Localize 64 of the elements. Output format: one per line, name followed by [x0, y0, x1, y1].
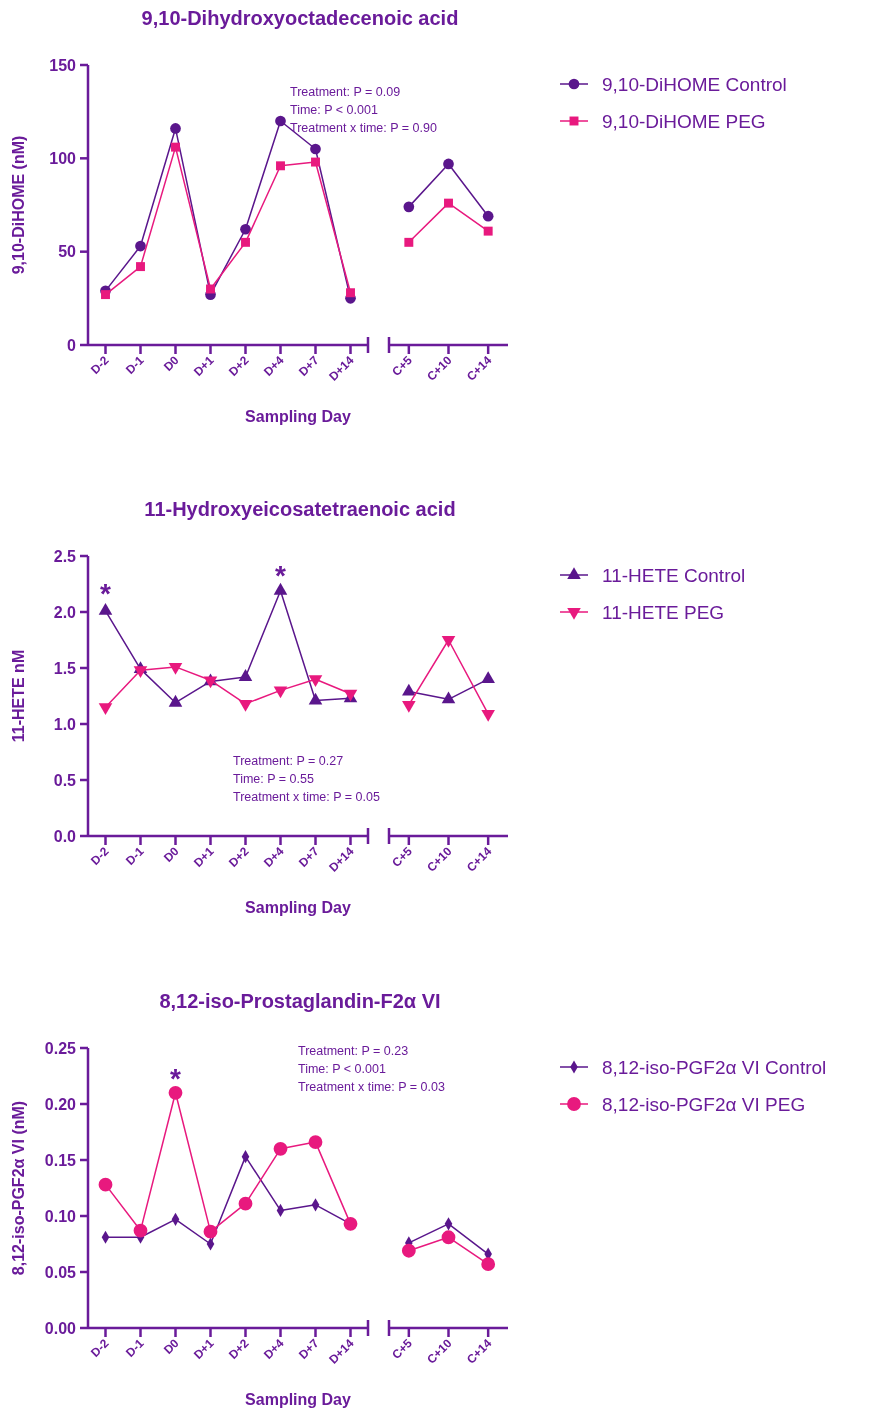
annotation: Treatment: P = 0.27 — [233, 754, 344, 768]
annotation: * — [275, 559, 287, 591]
x-tick-label: D-1 — [123, 1336, 147, 1360]
x-tick-label: D0 — [160, 843, 182, 865]
y-tick-label: 0.05 — [44, 1263, 77, 1281]
x-tick-label: D+2 — [225, 353, 252, 379]
y-tick-label: 0.20 — [44, 1095, 77, 1113]
x-tick-label: D+1 — [190, 353, 217, 379]
annotation: * — [170, 1062, 182, 1094]
x-tick-label: D+4 — [260, 1336, 287, 1362]
x-axis-title: Sampling Day — [245, 899, 351, 916]
legend-label: 9,10-DiHOME Control — [602, 73, 787, 95]
chart-title: 11-Hydroxyeicosatetraenoic acid — [144, 498, 456, 520]
annotation: Treatment: P = 0.09 — [290, 85, 401, 99]
legend-label: 8,12-iso-PGF2α VI Control — [602, 1056, 827, 1078]
x-tick-label: D-1 — [123, 844, 147, 868]
y-axis-title: 9,10-DiHOME (nM) — [10, 135, 27, 275]
annotation: Treatment x time: P = 0.05 — [233, 790, 380, 804]
chart-title: 8,12-iso-Prostaglandin-F2α VI — [159, 990, 441, 1012]
y-axis-title: 11-HETE nM — [10, 649, 27, 743]
legend-label: 8,12-iso-PGF2α VI PEG — [602, 1093, 806, 1115]
x-tick-label: D+1 — [190, 844, 217, 870]
annotation: Treatment: P = 0.23 — [298, 1044, 409, 1058]
y-tick-label: 1.0 — [53, 715, 77, 733]
legend-label: 9,10-DiHOME PEG — [602, 110, 766, 132]
x-tick-label: D+2 — [225, 844, 252, 870]
x-axis-title: Sampling Day — [245, 408, 351, 425]
x-axis-title: Sampling Day — [245, 1391, 351, 1408]
y-tick-label: 2.0 — [53, 603, 77, 621]
chart-title: 9,10-Dihydroxyoctadecenoic acid — [141, 7, 459, 29]
y-axis-title: 8,12-iso-PGF2α VI (nM) — [10, 1100, 27, 1276]
y-tick-label: 0.15 — [44, 1151, 77, 1169]
y-tick-label: 2.5 — [53, 547, 77, 565]
annotation: Time: P < 0.001 — [298, 1062, 386, 1076]
x-tick-label: D+1 — [190, 1336, 217, 1362]
x-tick-label: D-1 — [123, 353, 147, 377]
x-tick-label: D-2 — [88, 353, 112, 377]
x-tick-label: C+5 — [389, 1336, 416, 1362]
x-tick-label: D-2 — [88, 1336, 112, 1360]
x-tick-label: D+4 — [260, 844, 287, 870]
y-tick-label: 0 — [67, 336, 77, 354]
legend-label: 11-HETE Control — [602, 564, 746, 586]
annotation: * — [100, 577, 112, 609]
y-tick-label: 0.25 — [44, 1039, 77, 1057]
legend-label: 11-HETE PEG — [602, 601, 725, 623]
x-tick-label: D-2 — [88, 844, 112, 868]
annotation: Time: P = 0.55 — [233, 772, 314, 786]
x-tick-label: D0 — [160, 352, 182, 374]
annotation: Treatment x time: P = 0.90 — [290, 121, 437, 135]
y-tick-label: 0.0 — [53, 827, 77, 845]
y-tick-label: 150 — [49, 56, 77, 74]
x-tick-label: D0 — [160, 1335, 182, 1357]
y-tick-label: 0.10 — [44, 1207, 77, 1225]
x-tick-label: C+5 — [389, 844, 416, 870]
x-tick-label: D+4 — [260, 353, 287, 379]
y-tick-label: 0.5 — [53, 771, 77, 789]
x-tick-label: C+5 — [389, 353, 416, 379]
y-tick-label: 100 — [49, 149, 77, 167]
annotation: Time: P < 0.001 — [290, 103, 378, 117]
annotation: Treatment x time: P = 0.03 — [298, 1080, 445, 1094]
x-tick-label: D+2 — [225, 1336, 252, 1362]
y-tick-label: 0.00 — [44, 1319, 77, 1337]
y-tick-label: 50 — [58, 243, 77, 261]
y-tick-label: 1.5 — [53, 659, 77, 677]
